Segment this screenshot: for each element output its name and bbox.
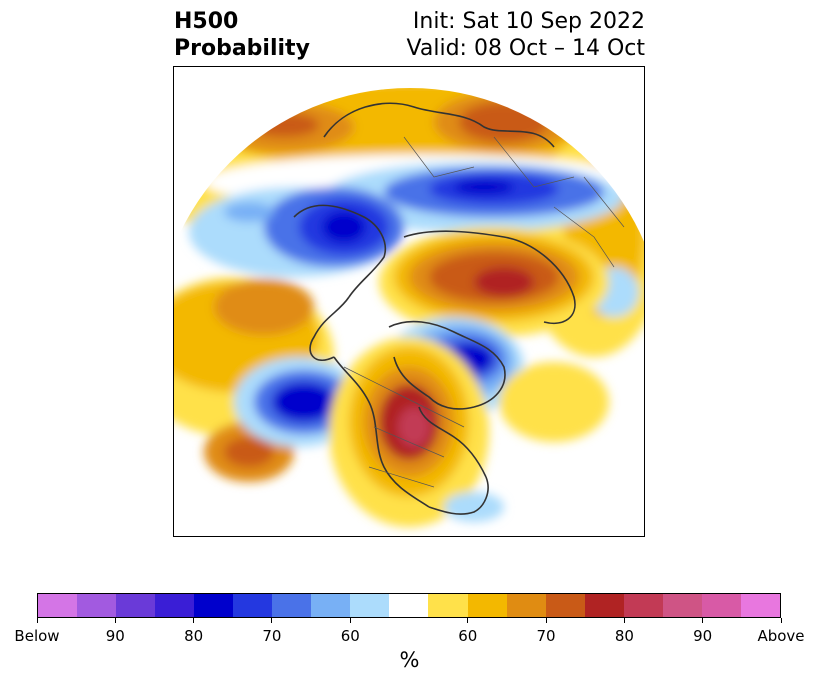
colorbar-segment [311, 594, 351, 617]
colorbar-tick-label: 80 [184, 627, 204, 645]
colorbar-segment [194, 594, 234, 617]
colorbar-tick-label: 90 [693, 627, 713, 645]
colorbar-tick-mark [467, 618, 469, 623]
colorbar-segment [506, 594, 546, 617]
colorbar-segment [740, 594, 780, 617]
colorbar-segment [584, 594, 624, 617]
colorbar-tick-mark [349, 618, 351, 623]
init-date: Init: Sat 10 Sep 2022 [412, 9, 645, 34]
colorbar-unit: % [399, 648, 420, 672]
colorbar-tick-mark [545, 618, 547, 623]
borders [343, 136, 625, 488]
colorbar-segment [389, 594, 429, 617]
colorbar-segment [77, 594, 117, 617]
colorbar-segment [467, 594, 507, 617]
colorbar-segment [662, 594, 702, 617]
colorbar-tick-label: 80 [614, 627, 634, 645]
run-info: Init: Sat 10 Sep 2022 Valid: 08 Oct – 14… [407, 8, 645, 62]
colorbar-segment [272, 594, 312, 617]
colorbar-segment [623, 594, 663, 617]
colorbar-segment [701, 594, 741, 617]
colorbar-tick-mark [36, 618, 38, 623]
colorbar-tick-mark [193, 618, 195, 623]
colorbar-segment [155, 594, 195, 617]
colorbar-segment [350, 594, 390, 617]
map-title: H500 Probability [174, 8, 310, 62]
colorbar-tick-label: 70 [262, 627, 282, 645]
colorbar-tick-label: Above [757, 627, 805, 645]
colorbar-segment [428, 594, 468, 617]
colorbar-tick-mark [780, 618, 782, 623]
map-svg [174, 88, 644, 536]
probability-map [173, 66, 645, 537]
colorbar-tick-label: Below [14, 627, 60, 645]
colorbar-tick-label: 70 [536, 627, 556, 645]
colorbar-tick-mark [271, 618, 273, 623]
colorbar-tick-mark [623, 618, 625, 623]
coastlines [293, 102, 576, 515]
colorbar-segment [545, 594, 585, 617]
colorbar-segment [38, 594, 78, 617]
title-line-1: H500 [174, 9, 239, 34]
colorbar [37, 593, 781, 618]
colorbar-segment [233, 594, 273, 617]
colorbar-tick-mark [114, 618, 116, 623]
colorbar-segment [116, 594, 156, 617]
colorbar-tick-label: 60 [458, 627, 478, 645]
colorbar-tick-label: 60 [340, 627, 360, 645]
valid-range: Valid: 08 Oct – 14 Oct [406, 36, 645, 61]
colorbar-tick-mark [702, 618, 704, 623]
title-line-2: Probability [174, 36, 310, 61]
colorbar-tick-label: 90 [105, 627, 125, 645]
